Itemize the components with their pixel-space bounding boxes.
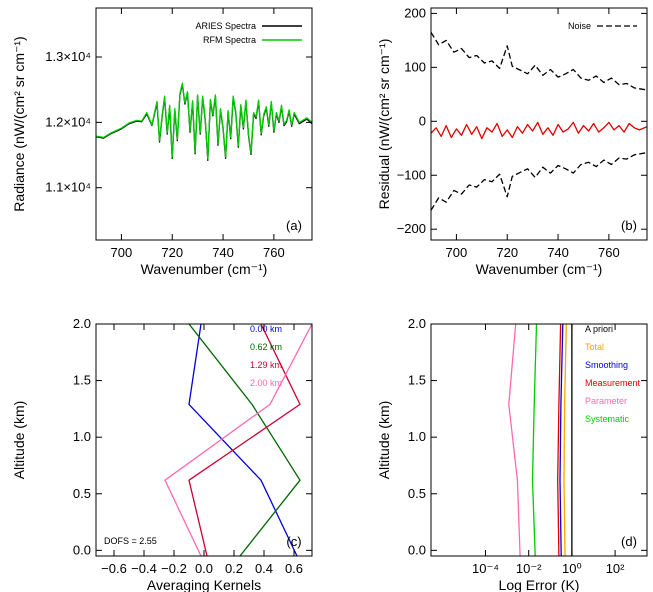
legend-label: Parameter — [585, 396, 627, 406]
legend-label: Smoothing — [585, 360, 628, 370]
x-axis-label: Wavenumber (cm⁻¹) — [141, 261, 268, 277]
series-line-rfm-spectra — [96, 82, 312, 160]
y-tick-label: 1.0 — [73, 429, 91, 444]
legend-label: Noise — [568, 21, 591, 31]
plot-frame — [95, 7, 313, 241]
plot-frame — [430, 323, 648, 557]
series-line-aries-spectra — [96, 83, 312, 161]
x-axis-label: Log Error (K) — [499, 577, 580, 592]
x-tick-label: 0.2 — [225, 561, 243, 576]
legend: ARIES Spectra RFM Spectra — [195, 21, 302, 45]
y-axis-label: Residual (nW/(cm² sr cm⁻¹) — [376, 39, 392, 210]
x-axis-label: Wavenumber (cm⁻¹) — [476, 261, 603, 277]
series-line-0-00-km — [188, 324, 298, 556]
x-tick-label: 0.4 — [255, 561, 273, 576]
y-tick-label: 1.3×10⁴ — [45, 49, 91, 64]
x-axis-label: Averaging Kernels — [147, 577, 261, 592]
series-group — [164, 324, 312, 556]
annotation-dofs: DOFS = 2.55 — [104, 536, 157, 546]
y-tick-label: 0.0 — [73, 542, 91, 557]
x-tick-label: 10² — [606, 561, 625, 576]
x-tick-label: 0.0 — [195, 561, 213, 576]
legend: A priori Total Smoothing Measurement Paramet… — [585, 324, 641, 424]
x-tick-label: 720 — [496, 245, 518, 260]
x-tick-label: 760 — [263, 245, 285, 260]
legend: 0.00 km 0.62 km 1.29 km 2.00 km — [250, 324, 282, 388]
y-tick-label: −100 — [397, 167, 426, 182]
x-tick-label: 10⁰ — [562, 561, 582, 576]
series-line-noise — [431, 31, 647, 91]
x-tick-label: −0.4 — [131, 561, 157, 576]
series-line-noise-lower — [431, 151, 647, 211]
legend-label: A priori — [585, 324, 613, 334]
y-tick-label: 2.0 — [408, 316, 426, 331]
panel-label: (a) — [286, 218, 302, 233]
series-line-measurement — [557, 324, 562, 556]
y-tick-label: 1.0 — [408, 429, 426, 444]
y-tick-label: 0 — [419, 113, 426, 128]
series-line-1-29-km — [188, 324, 301, 556]
legend-label: ARIES Spectra — [195, 21, 256, 31]
y-tick-label: −200 — [397, 221, 426, 236]
panel-d: 10⁻⁴ 10⁻² 10⁰ 10² 0.0 0.5 1.0 1.5 2.0 Log Error (… — [376, 316, 648, 592]
x-tick-label: 10⁻⁴ — [472, 561, 499, 576]
series-line-2-00-km — [164, 324, 312, 556]
x-tick-label: 700 — [111, 245, 133, 260]
plot-frame — [95, 323, 313, 557]
y-tick-label: 1.1×10⁴ — [45, 180, 91, 195]
series-line-residual — [431, 121, 647, 140]
panel-label: (c) — [286, 534, 301, 549]
x-tick-label: 720 — [161, 245, 183, 260]
y-tick-label: 200 — [404, 5, 426, 20]
y-tick-label: 1.5 — [73, 373, 91, 388]
series-line-parameter — [508, 324, 521, 556]
legend-label: RFM Spectra — [203, 35, 256, 45]
y-axis-label: Radiance (nW/(cm² sr cm⁻¹) — [11, 36, 27, 211]
legend-label: Measurement — [585, 378, 641, 388]
y-tick-label: 100 — [404, 59, 426, 74]
legend-label: Systematic — [585, 414, 630, 424]
y-tick-label: 0.0 — [408, 542, 426, 557]
legend-label: Total — [585, 342, 604, 352]
panel-c: −0.6 −0.4 −0.2 0.0 0.2 0.4 0.6 0.0 0.5 1.0 1.5 2.0 A… — [11, 316, 313, 592]
series-line-0-62-km — [188, 324, 301, 556]
legend: Noise — [568, 21, 637, 31]
y-tick-label: 1.2×10⁴ — [45, 114, 91, 129]
x-tick-label: 700 — [446, 245, 468, 260]
legend-label: 2.00 km — [250, 378, 282, 388]
x-tick-label: −0.2 — [161, 561, 187, 576]
y-tick-label: 1.5 — [408, 373, 426, 388]
y-axis-label: Altitude (km) — [11, 401, 27, 480]
x-tick-label: 0.6 — [285, 561, 303, 576]
x-tick-label: −0.6 — [101, 561, 127, 576]
y-tick-label: 0.5 — [73, 486, 91, 501]
legend-label: 0.00 km — [250, 324, 282, 334]
y-tick-label: 2.0 — [73, 316, 91, 331]
series-line-total — [563, 324, 567, 556]
panel-label: (d) — [621, 534, 637, 549]
series-group — [96, 82, 312, 161]
x-tick-label: 740 — [212, 245, 234, 260]
series-line-smoothing — [559, 324, 564, 556]
panel-label: (b) — [621, 218, 637, 233]
series-line-systematic — [531, 324, 538, 556]
panel-b: 700 720 740 760 −200 −100 0 100 200 Wavenumber (c… — [376, 5, 648, 277]
series-group — [508, 324, 573, 556]
y-tick-label: 0.5 — [408, 486, 426, 501]
series-group — [431, 31, 647, 211]
x-tick-label: 760 — [598, 245, 620, 260]
x-tick-label: 740 — [547, 245, 569, 260]
y-axis-label: Altitude (km) — [376, 401, 392, 480]
plot-frame — [430, 7, 648, 241]
panel-a: 700 720 740 760 1.1×10⁴ 1.2×10⁴ 1.3×10⁴ Wavenum… — [11, 7, 313, 277]
legend-label: 1.29 km — [250, 360, 282, 370]
legend-label: 0.62 km — [250, 342, 282, 352]
x-tick-label: 10⁻² — [516, 561, 542, 576]
